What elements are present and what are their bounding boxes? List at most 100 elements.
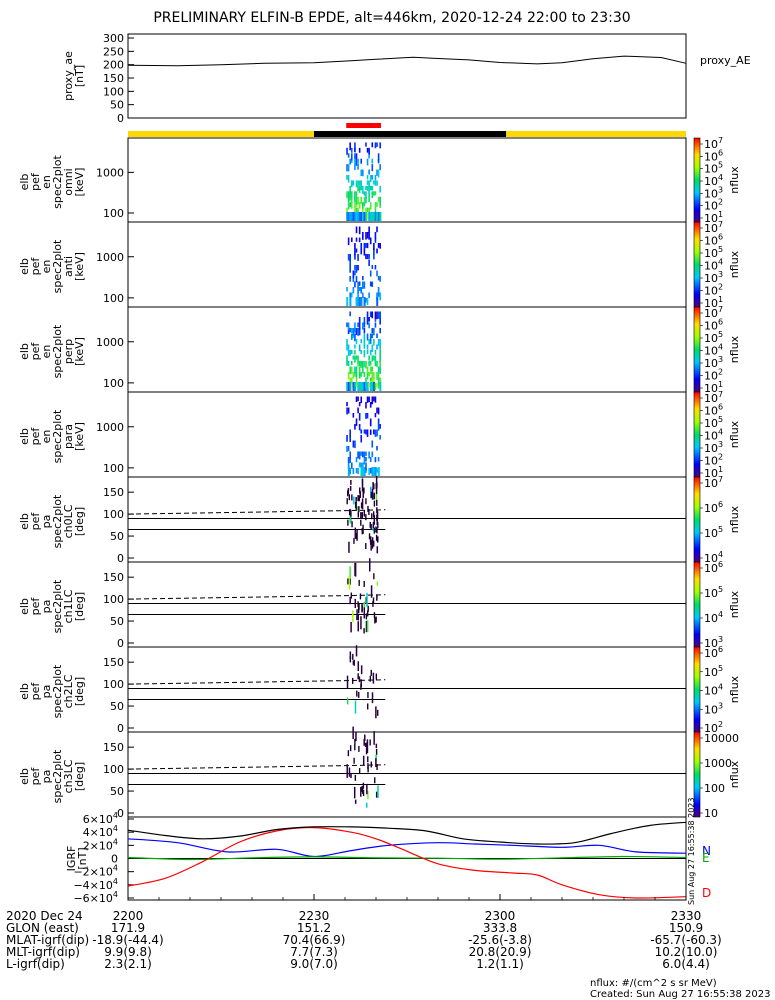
spec-omni-cell [371,191,374,199]
spec-omni-cell [358,180,361,186]
time-axis-row-label: L-igrf(dip) [6,957,65,971]
igrf-ytick-label: 6×104 [83,811,118,826]
spec-omni-cell [349,158,351,165]
spec-omni-cell [362,169,364,177]
pa-ch0-cell [368,509,370,516]
spec-omni-cell [369,175,372,183]
pa-ch1-cell [354,562,357,577]
spec-anti-cell [368,254,370,259]
spec-omni-cell [354,158,356,165]
spec-para-tick-exponent: 5 [718,415,723,424]
spec-para-cell [347,467,350,476]
spec-para-cell [369,402,372,408]
spec-para-cell [373,396,375,402]
spec-perp-cell [377,383,380,389]
spec-omni-cell [369,212,372,221]
spec-para-cell [374,413,377,418]
spec-perp-cell [346,344,348,351]
spec-omni-cell [354,196,356,203]
pa-ch1-ylabel-line: pa [40,600,53,614]
spec-perp-cell [360,382,363,391]
pa-ch3-cell [367,763,369,770]
pa-ch1-tick-exponent: 6 [718,560,723,569]
pa-ch1-cell [370,585,373,598]
spec-omni-cell [373,212,376,221]
pa-ch1-tick-exponent: 4 [718,610,723,619]
pa-ch0-cell [370,491,373,498]
pa-ch1-cell [360,616,362,630]
pa-ch3-cell [355,731,357,742]
spec-perp-cell [363,361,366,368]
pa-ch3-cell [354,738,356,745]
spec-perp-cell [349,366,351,375]
spec-perp-cell [354,333,356,342]
pa-ch3-cell [377,785,379,799]
spec-omni-cell [360,169,363,177]
pa-ch0-cell [373,514,376,525]
spec-perp-cell [357,361,359,367]
spec-anti-cell [360,297,363,306]
pa-ch0-cell [348,541,350,553]
pa-ch3-ytick-label: 50 [110,785,124,798]
spec-anti-cell [357,297,360,306]
spec-perp-cell [366,372,369,380]
spec-perp-cell [371,344,374,352]
spec-perp-cell [374,350,377,355]
pa-ch1-cell [366,592,368,607]
time-axis-value: 2300 [485,909,516,923]
spec-perp-tick-exponent: 2 [718,368,723,377]
spec-anti-cell [371,281,374,287]
spec-para-cell [369,468,372,474]
pa-ch0-cell [358,506,360,513]
pa-ch0-cell [373,492,376,499]
pa-ch0-cell [361,478,364,492]
spec-omni-frame [127,137,687,223]
pa-ch1-cell [366,620,369,633]
pa-ch2-colorbar [693,646,701,733]
pa-ch0-cell [368,533,371,540]
pa-ch3-cell [367,756,369,763]
spec-para-cell [379,424,381,429]
spec-para-cell [358,462,361,468]
time-axis-value: -65.7(-60.3) [650,933,721,947]
spec-para-cell [360,429,363,434]
spec-para-cell [365,462,367,471]
time-axis-value: 7.7(7.3) [290,945,338,959]
spec-omni-cell [360,180,363,187]
spec-perp-ylabel-line: elb [18,343,31,360]
pa-ch1-cell [357,614,359,621]
spec-para-tick-exponent: 6 [718,403,723,412]
spec-para-cell [371,396,374,405]
spec-anti-cell [363,248,366,256]
spec-perp-cell [368,317,370,322]
pa-ch1-cell [356,615,358,621]
spec-omni-cell [357,180,359,187]
panel-spec-para: 1000100elbpefenspec2plotpara[keV]1071061… [18,390,741,480]
spec-para-cell [377,467,380,476]
pa-ch3-cell [354,799,357,804]
spec-anti-cell [363,243,366,250]
spec-omni-cell [346,207,348,216]
spec-perp-cell [362,382,365,391]
pa-ch2-anti-loss-cone-line [127,679,386,685]
spec-omni-cell [377,153,380,161]
spec-perp-cell [369,339,372,344]
spec-para-tick-exponent: 4 [718,428,723,437]
spec-anti-cell [377,276,380,281]
pa-ch2-tick-exponent: 5 [718,664,723,673]
spec-para-cell [377,418,380,424]
spec-perp-cell [373,328,375,336]
spec-anti-cell [362,281,364,289]
spec-omni-cell [346,175,348,180]
spec-para-cell [377,407,380,415]
spec-para-cell [358,413,361,421]
panel-spec-omni: 1000100elbpefenspec2plotomni[keV]1071061… [18,136,741,225]
spec-anti-cell [363,281,366,289]
proxy-ae-legend: proxy_AE [700,54,751,67]
spec-anti-cell [354,281,356,288]
spec-perp-ylabel-line: en [40,345,53,359]
spec-perp-cell [347,361,350,367]
igrf-series-D [127,826,687,899]
pa-ch0-tick-exponent: 6 [718,500,723,509]
spec-anti-cell [354,265,356,271]
